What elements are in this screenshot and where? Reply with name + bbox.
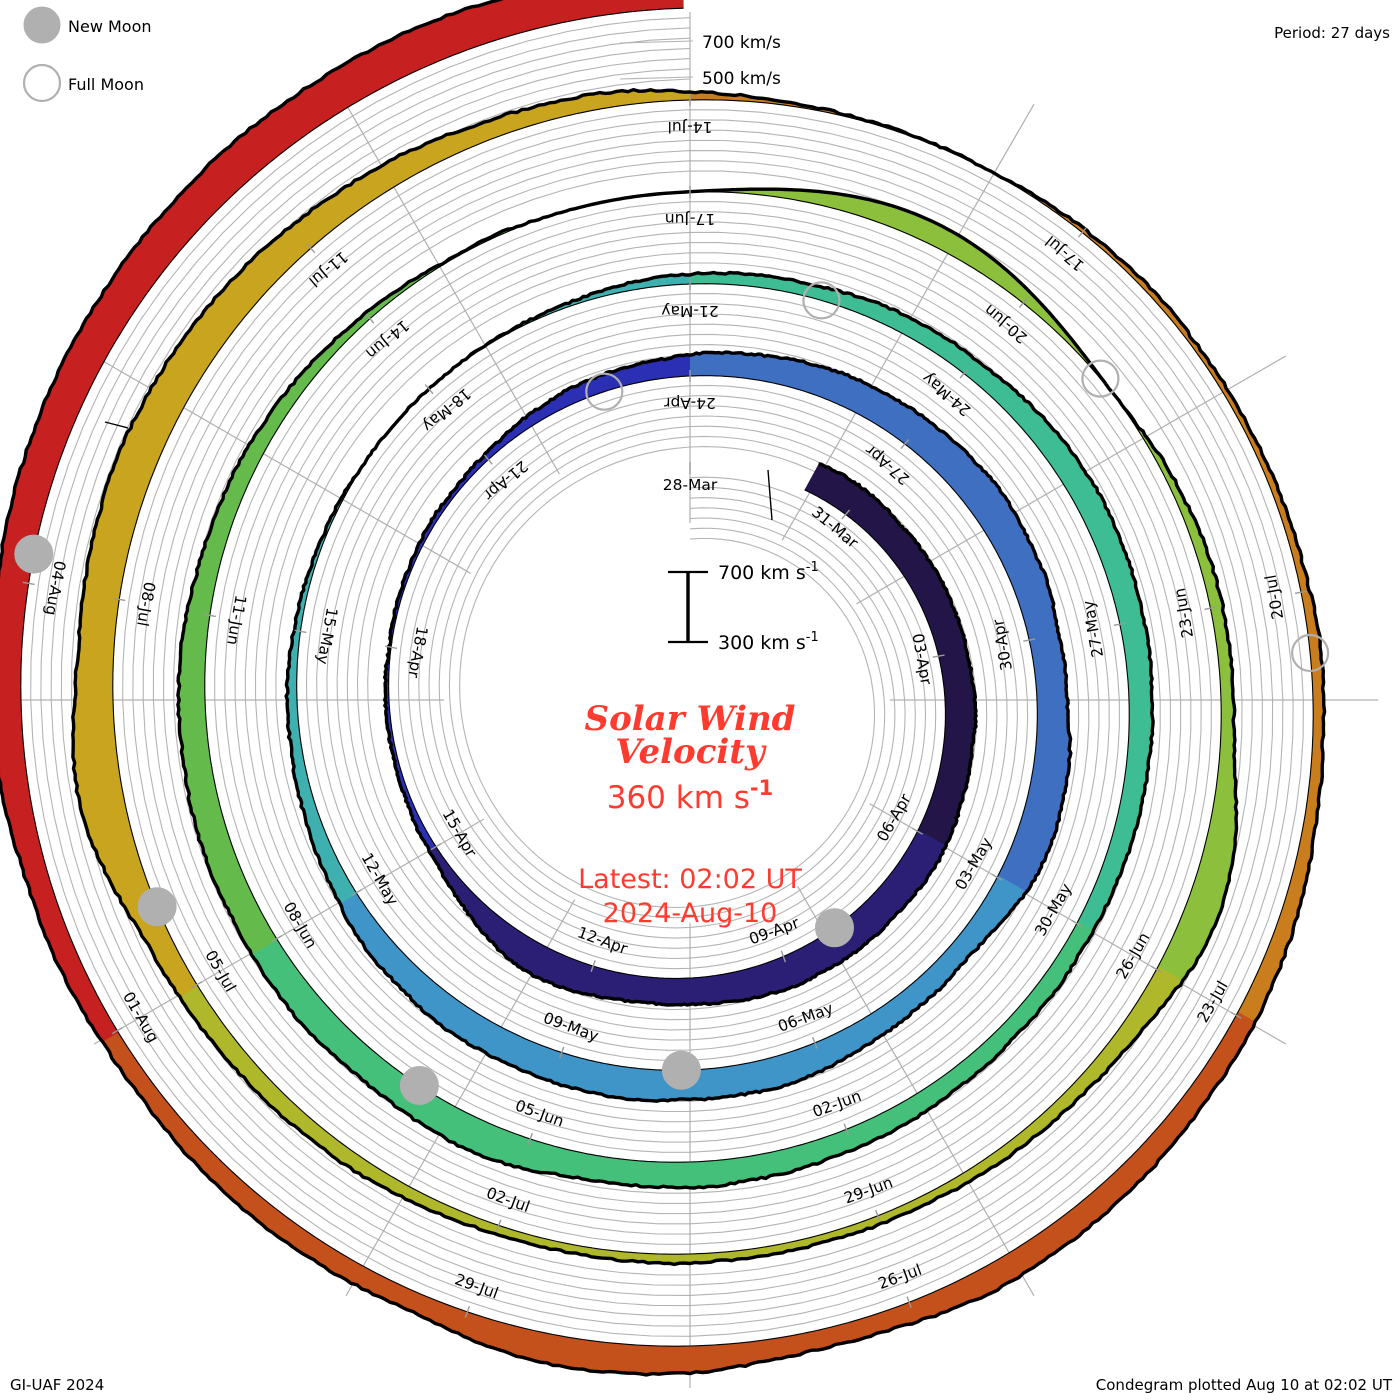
axis-label-700: 700 km/s	[702, 33, 781, 53]
date-label: 14-Jul	[668, 118, 713, 136]
scale-label-700: 700 km s-1	[718, 560, 819, 584]
scale-label-300: 300 km s-1	[718, 630, 819, 654]
date-tick	[911, 827, 924, 835]
date-tick	[900, 438, 910, 450]
date-tick	[843, 1123, 849, 1136]
date-tick	[424, 384, 434, 395]
date-tick	[841, 509, 851, 520]
date-tick	[1113, 622, 1126, 626]
date-tick	[906, 1296, 912, 1309]
velocity-band	[286, 272, 698, 904]
velocity-outline	[0, 0, 1327, 1377]
date-tick	[203, 613, 216, 618]
legend: New Moon Full Moon	[22, 6, 152, 103]
date-tick	[430, 843, 442, 851]
date-tick	[464, 1305, 471, 1318]
date-tick	[483, 454, 493, 465]
date-tick	[1230, 1011, 1242, 1019]
date-label: 17-Jun	[665, 210, 715, 228]
date-label: 24-Apr	[663, 394, 715, 412]
tick-leader-500	[619, 76, 694, 80]
angular-gridline	[93, 818, 485, 1045]
new-moon-marker	[14, 534, 54, 574]
annotation-leader	[767, 469, 773, 521]
new-moon-marker	[661, 1050, 701, 1090]
velocity-band	[92, 1011, 1255, 1375]
date-tick	[496, 1219, 502, 1232]
velocity-traces	[0, 0, 1327, 1377]
date-tick	[590, 960, 596, 972]
velocity-band	[334, 875, 1027, 1102]
footer-plotted: Condegram plotted Aug 10 at 02:02 UT	[1096, 1376, 1393, 1394]
velocity-band	[804, 464, 977, 854]
date-tick	[559, 1046, 565, 1059]
chart-title-line1: Solar Wind	[585, 699, 796, 739]
date-tick	[22, 581, 35, 586]
latest-date: 2024-Aug-10	[603, 898, 778, 929]
date-tick	[959, 368, 969, 379]
full-moon-marker	[802, 281, 841, 320]
date-tick	[1018, 297, 1028, 309]
date-tick	[1077, 227, 1087, 238]
date-tick	[306, 243, 316, 254]
period-label: Period: 27 days	[1274, 24, 1390, 42]
date-tick	[113, 597, 126, 602]
date-tick	[191, 981, 203, 989]
velocity-band	[425, 829, 947, 1005]
full-moon-marker	[1081, 359, 1120, 398]
velocity-band	[72, 89, 702, 997]
axis-label-500: 500 km/s	[702, 69, 781, 89]
radial-axis-labels: 700 km/s 500 km/s	[619, 33, 781, 89]
full-moon-icon	[22, 63, 62, 103]
date-tick	[1150, 965, 1163, 973]
velocity-band	[0, 0, 684, 1042]
date-tick	[384, 645, 398, 649]
chart-title-line2: Velocity	[615, 732, 767, 772]
date-tick	[365, 313, 375, 324]
date-tick	[780, 950, 787, 963]
current-value: 360 km s-1	[607, 776, 774, 816]
date-tick	[1071, 919, 1083, 927]
date-tick	[294, 629, 307, 634]
date-label: 28-Mar	[663, 476, 718, 494]
date-tick	[350, 889, 362, 897]
date-tick	[875, 1209, 881, 1222]
latest-time: Latest: 02:02 UT	[578, 864, 802, 895]
date-tick	[1204, 606, 1217, 610]
footer-credit: GI-UAF 2024	[10, 1376, 104, 1394]
center-readout: Solar Wind Velocity 360 km s-1 Latest: 0…	[578, 699, 802, 929]
new-moon-icon	[23, 6, 61, 44]
moon-markers	[14, 281, 1330, 1105]
date-tick	[812, 1036, 818, 1049]
velocity-band	[244, 920, 1094, 1188]
date-tick	[111, 1027, 123, 1035]
new-moon-marker	[399, 1066, 439, 1105]
date-tick	[1023, 638, 1036, 642]
date-tick	[991, 873, 1003, 881]
date-tick	[527, 1133, 533, 1145]
date-label: 21-May	[661, 302, 718, 320]
legend-full-moon-label: Full Moon	[68, 75, 144, 94]
full-moon-marker	[585, 372, 624, 411]
scale-bar: 700 km s-1 300 km s-1	[668, 560, 819, 654]
new-moon-marker	[137, 887, 177, 927]
date-tick	[932, 654, 945, 658]
date-tick	[271, 935, 283, 943]
velocity-band	[177, 191, 700, 955]
date-tick	[1294, 590, 1308, 594]
tick-leader-700	[619, 40, 694, 44]
annotation-leader-left	[104, 421, 129, 429]
velocity-band	[690, 352, 1071, 900]
velocity-baseline	[20, 7, 1314, 1347]
new-moon-marker	[815, 908, 854, 948]
legend-new-moon-label: New Moon	[68, 17, 152, 36]
velocity-band	[690, 272, 1154, 942]
full-moon-marker	[1290, 633, 1330, 673]
